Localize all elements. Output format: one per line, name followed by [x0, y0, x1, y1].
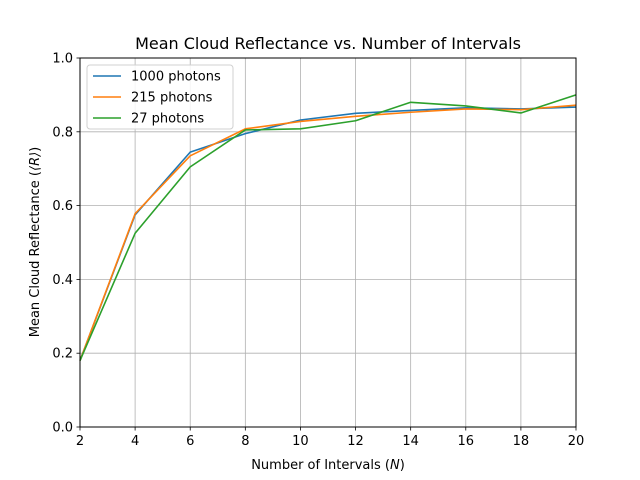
y-axis-ticks: 0.0 0.2 0.4 0.6 0.8 1.0 — [52, 52, 80, 436]
y-axis-label-close: ) — [28, 147, 43, 152]
y-axis-label-text: Mean Cloud Reflectance ( — [28, 171, 43, 337]
x-tick-label: 8 — [241, 434, 249, 449]
y-axis-label-variable: ⟨R⟩ — [28, 152, 43, 171]
legend-label: 27 photons — [131, 112, 204, 127]
legend-box — [86, 64, 234, 130]
y-tick-label: 0.8 — [52, 125, 73, 140]
y-tick-label: 1.0 — [52, 52, 73, 67]
y-tick-label: 0.2 — [52, 347, 73, 362]
x-axis-label-close: ) — [400, 458, 405, 473]
x-tick-label: 2 — [76, 434, 84, 449]
series-lines — [79, 94, 577, 361]
y-tick-label: 0.4 — [52, 273, 73, 288]
x-tick-label: 16 — [458, 434, 475, 449]
y-tick-label: 0.0 — [52, 421, 73, 436]
x-axis-label-variable: N — [390, 458, 400, 473]
y-axis-label: Mean Cloud Reflectance (⟨R⟩) — [28, 147, 43, 338]
chart-title: Mean Cloud Reflectance vs. Number of Int… — [135, 34, 521, 53]
series-line — [79, 94, 577, 361]
x-tick-label: 6 — [186, 434, 194, 449]
x-tick-label: 12 — [347, 434, 364, 449]
x-axis-ticks: 2 4 6 8 10 12 14 16 18 20 — [76, 427, 584, 449]
x-tick-label: 10 — [292, 434, 309, 449]
x-axis-label-text: Number of Intervals ( — [251, 458, 390, 473]
y-tick-label: 0.6 — [52, 199, 73, 214]
x-tick-label: 20 — [568, 434, 585, 449]
legend-label: 1000 photons — [131, 70, 221, 85]
x-tick-label: 14 — [402, 434, 419, 449]
plot-frame — [79, 57, 577, 428]
legend: 1000 photons 215 photons 27 photons — [86, 64, 234, 130]
x-tick-label: 4 — [131, 434, 139, 449]
legend-label: 215 photons — [131, 91, 213, 106]
x-axis-label: Number of Intervals (N) — [251, 458, 405, 473]
series-line — [79, 106, 577, 361]
x-tick-label: 18 — [513, 434, 530, 449]
